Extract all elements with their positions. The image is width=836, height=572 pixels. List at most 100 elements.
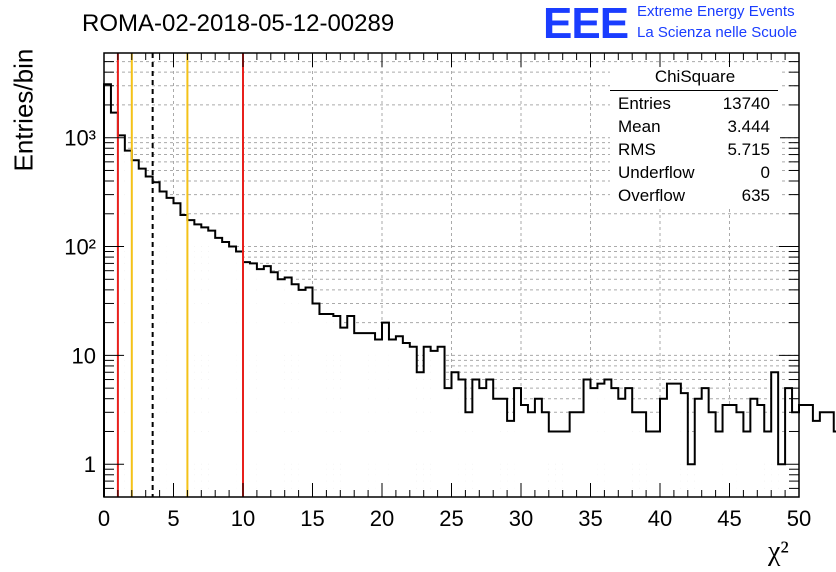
histogram-bin bbox=[270, 272, 278, 497]
stat-value: 3.444 bbox=[727, 117, 770, 136]
stats-title: ChiSquare bbox=[654, 67, 736, 86]
histogram-bin bbox=[437, 346, 445, 497]
histogram-bin bbox=[159, 191, 167, 497]
stat-label: Overflow bbox=[618, 186, 686, 205]
histogram-bin bbox=[618, 398, 626, 497]
histogram-bin bbox=[541, 412, 549, 497]
histogram-bin bbox=[319, 314, 327, 497]
x-tick-label: 35 bbox=[578, 506, 602, 531]
histogram-bin bbox=[611, 388, 619, 497]
histogram-bin bbox=[743, 431, 751, 497]
histogram-bin bbox=[104, 84, 111, 498]
histogram-bin bbox=[465, 412, 473, 497]
histogram-bin bbox=[249, 263, 257, 497]
histogram-bin bbox=[479, 388, 487, 497]
histogram-bin bbox=[666, 383, 674, 497]
histogram-bin bbox=[729, 405, 737, 497]
stats-divider bbox=[610, 90, 778, 91]
x-tick-label: 30 bbox=[509, 506, 533, 531]
histogram-bin bbox=[263, 266, 271, 497]
histogram-bin bbox=[361, 333, 369, 497]
x-tick-label: 5 bbox=[167, 506, 179, 531]
histogram-bin bbox=[715, 431, 723, 497]
y-tick-label: 10 bbox=[72, 343, 96, 368]
histogram-bin bbox=[340, 327, 348, 497]
x-axis-label: χ² bbox=[768, 536, 789, 567]
histogram-bin bbox=[458, 379, 466, 497]
x-tick-label: 50 bbox=[787, 506, 811, 531]
histogram-bin bbox=[527, 412, 535, 497]
histogram-bin bbox=[444, 388, 452, 497]
histogram-bin bbox=[277, 279, 285, 497]
histogram-bin bbox=[194, 224, 202, 497]
histogram-bin bbox=[402, 342, 410, 497]
histogram-bin bbox=[291, 284, 299, 497]
histogram-bin bbox=[493, 398, 501, 497]
histogram-bin bbox=[597, 383, 605, 497]
histogram-bin bbox=[451, 372, 459, 497]
stat-label: Mean bbox=[618, 117, 661, 136]
histogram-bin bbox=[138, 168, 146, 498]
histogram-bin bbox=[673, 383, 681, 497]
histogram-bin bbox=[722, 405, 730, 497]
histogram-bin bbox=[180, 214, 188, 497]
histogram-bin bbox=[805, 405, 813, 497]
histogram-bin bbox=[500, 398, 508, 497]
histogram-bin bbox=[347, 316, 355, 497]
histogram-bin bbox=[382, 322, 389, 497]
stat-label: RMS bbox=[618, 140, 656, 159]
stat-value: 13740 bbox=[722, 94, 770, 113]
histogram-bin bbox=[131, 160, 139, 498]
stat-value: 5.715 bbox=[727, 140, 770, 159]
x-tick-label: 10 bbox=[231, 506, 255, 531]
histogram-bin bbox=[687, 464, 695, 497]
histogram-bin bbox=[305, 287, 313, 497]
x-tick-label: 20 bbox=[370, 506, 394, 531]
histogram-bin bbox=[208, 230, 216, 497]
histogram-bin bbox=[486, 379, 494, 497]
y-tick-label: 1 bbox=[84, 452, 96, 477]
stat-label: Underflow bbox=[618, 163, 695, 182]
histogram-bin bbox=[701, 388, 709, 497]
histogram-bin bbox=[576, 412, 584, 497]
logo-line-1: Extreme Energy Events bbox=[637, 3, 795, 20]
histogram-bin bbox=[757, 405, 765, 497]
histogram-bin bbox=[646, 431, 654, 497]
histogram-bin bbox=[110, 112, 118, 497]
histogram-bin bbox=[680, 393, 688, 497]
histogram-bin bbox=[284, 277, 292, 497]
histogram-bin bbox=[354, 333, 362, 497]
histogram-bin bbox=[771, 372, 779, 497]
histogram-bin bbox=[145, 176, 153, 497]
histogram-bin bbox=[472, 379, 480, 497]
stat-value: 0 bbox=[760, 163, 770, 182]
x-tick-label: 45 bbox=[717, 506, 741, 531]
histogram-bin bbox=[514, 388, 521, 497]
histogram-bin bbox=[534, 398, 542, 497]
stat-value: 635 bbox=[741, 186, 770, 205]
y-tick-label: 10³ bbox=[64, 126, 96, 151]
histogram-bin bbox=[708, 412, 716, 497]
histogram-bin bbox=[833, 431, 836, 497]
histogram-bin bbox=[229, 246, 237, 497]
histogram-bin bbox=[694, 398, 702, 497]
histogram-bin bbox=[166, 197, 174, 498]
histogram-bin bbox=[764, 431, 772, 497]
histogram-bin bbox=[298, 289, 306, 497]
x-tick-label: 40 bbox=[648, 506, 672, 531]
histogram-bin bbox=[117, 135, 125, 498]
histogram-bin bbox=[555, 431, 563, 497]
x-tick-label: 25 bbox=[439, 506, 463, 531]
histogram-bin bbox=[639, 412, 647, 497]
histogram-bin bbox=[778, 464, 786, 497]
x-tick-label: 0 bbox=[98, 506, 110, 531]
histogram-bin bbox=[583, 379, 591, 497]
histogram-bin bbox=[256, 269, 264, 497]
histogram-bin bbox=[799, 405, 806, 497]
histogram-bin bbox=[826, 412, 834, 497]
histogram-bin bbox=[653, 431, 660, 497]
histogram-bin bbox=[507, 420, 515, 497]
histogram-bin bbox=[375, 339, 382, 497]
y-axis-label: Entries/bin bbox=[8, 48, 39, 172]
y-tick-label: 10² bbox=[64, 235, 96, 260]
